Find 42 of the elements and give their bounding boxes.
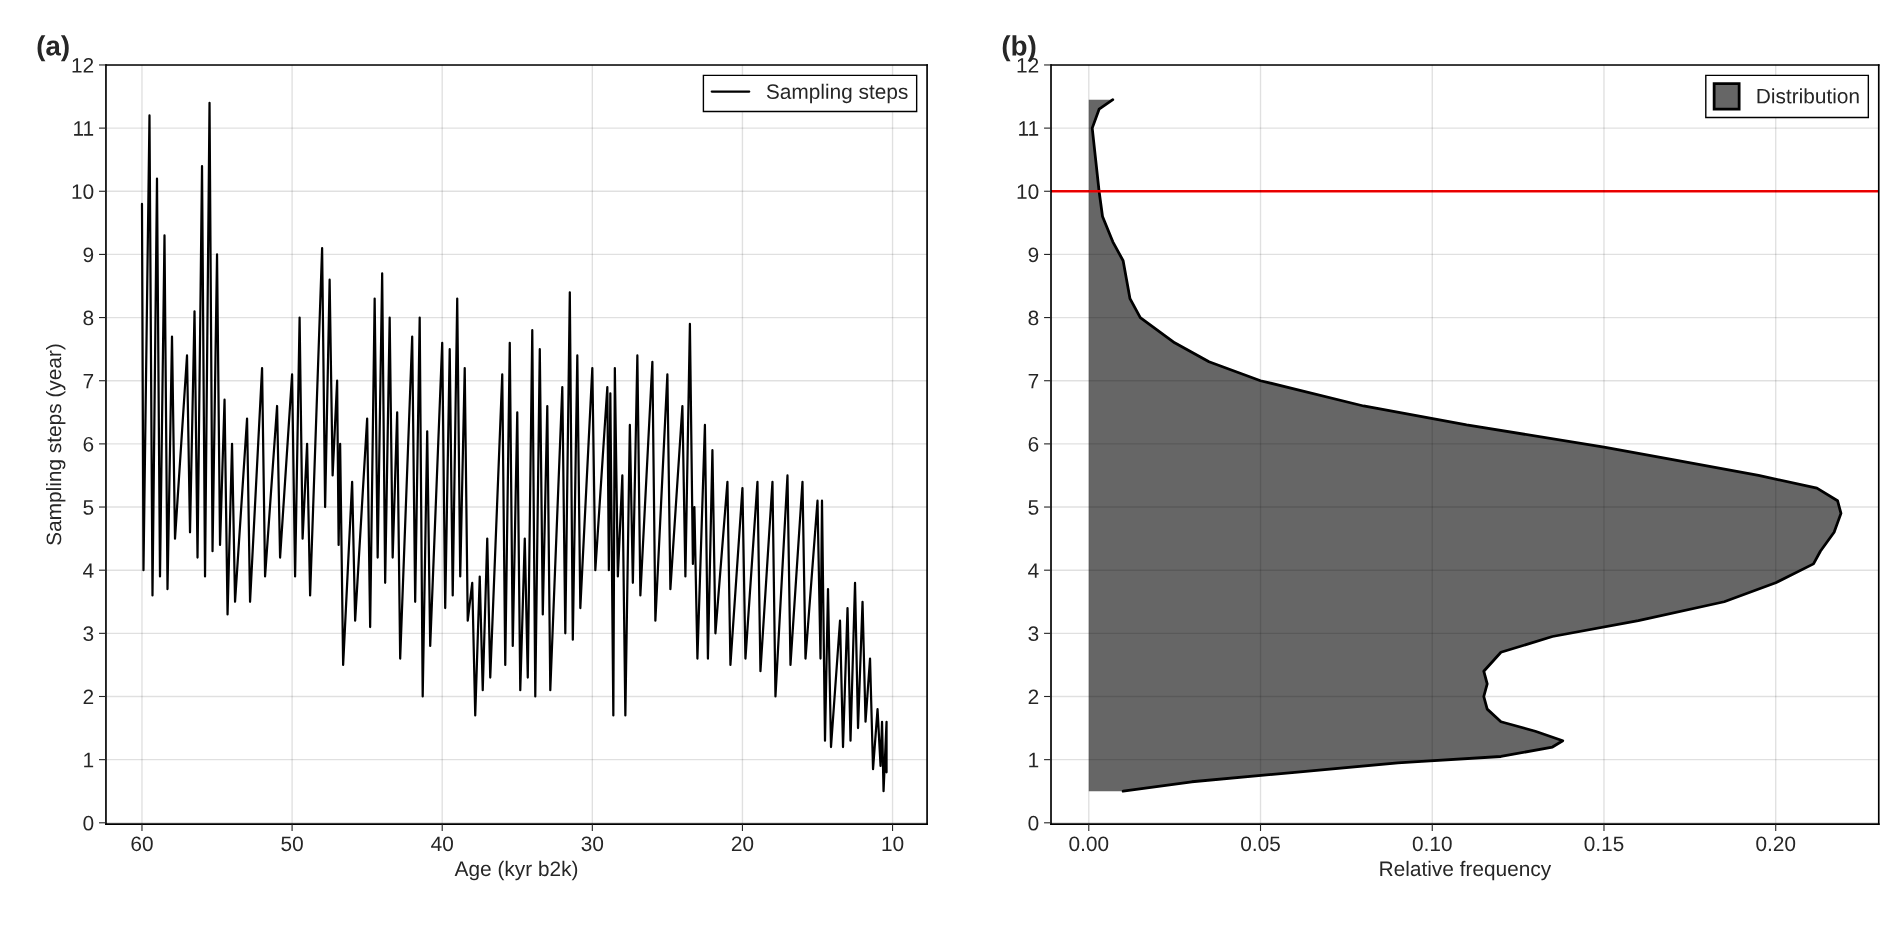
y-tick-label: 4 (83, 563, 94, 578)
x-tick-label: 10 (882, 836, 904, 852)
y-tick-label: 7 (1028, 373, 1039, 389)
y-tick-label: 9 (1028, 247, 1039, 263)
y-tick-label: 9 (83, 247, 94, 263)
y-tick-label: 12 (72, 57, 94, 73)
y-tick-label: 10 (72, 184, 94, 200)
y-tick-label: 1 (84, 752, 94, 768)
x-tick-label: 0.05 (1241, 836, 1280, 852)
y-tick-label: 7 (83, 373, 94, 389)
y-tick-label: 0 (1028, 815, 1039, 831)
x-tick-label: 40 (431, 836, 453, 852)
y-tick-label: 1 (1029, 752, 1039, 768)
x-tick-label: 0.20 (1756, 836, 1796, 852)
x-tick-label: 0.00 (1069, 836, 1109, 852)
x-tick-label: 50 (281, 836, 303, 852)
y-tick-label: 4 (1028, 563, 1039, 578)
y-tick-label: 8 (1028, 310, 1039, 326)
y-tick-label: 3 (83, 626, 94, 642)
y-tick-label: 6 (1028, 436, 1039, 452)
y-tick-label: 2 (1028, 689, 1039, 705)
y-tick-label: 5 (1028, 500, 1039, 515)
y-tick-label: 5 (83, 500, 94, 515)
legend-label: Sampling steps (766, 83, 908, 104)
x-tick-label: 0.10 (1412, 836, 1452, 852)
x-tick-label: 30 (581, 836, 604, 852)
y-tick-label: 11 (74, 121, 94, 136)
x-axis-title: Relative frequency (1380, 860, 1552, 881)
y-tick-label: 3 (1028, 626, 1039, 642)
legend-label: Distribution (1757, 88, 1859, 104)
chart-title: (a) (37, 35, 69, 62)
y-tick-label: 11 (1019, 121, 1039, 136)
y-tick-label: 2 (83, 689, 94, 705)
x-tick-label: 60 (131, 836, 153, 852)
x-tick-label: 20 (731, 836, 754, 852)
y-axis-title: Sampling steps (year) (46, 344, 66, 545)
x-tick-label: 0.15 (1584, 836, 1624, 852)
y-tick-label: 10 (1017, 184, 1039, 200)
y-tick-label: 8 (83, 310, 94, 326)
y-tick-label: 6 (83, 436, 94, 452)
y-tick-label: 0 (83, 815, 94, 831)
x-axis-title: Age (kyr b2k) (454, 860, 578, 881)
